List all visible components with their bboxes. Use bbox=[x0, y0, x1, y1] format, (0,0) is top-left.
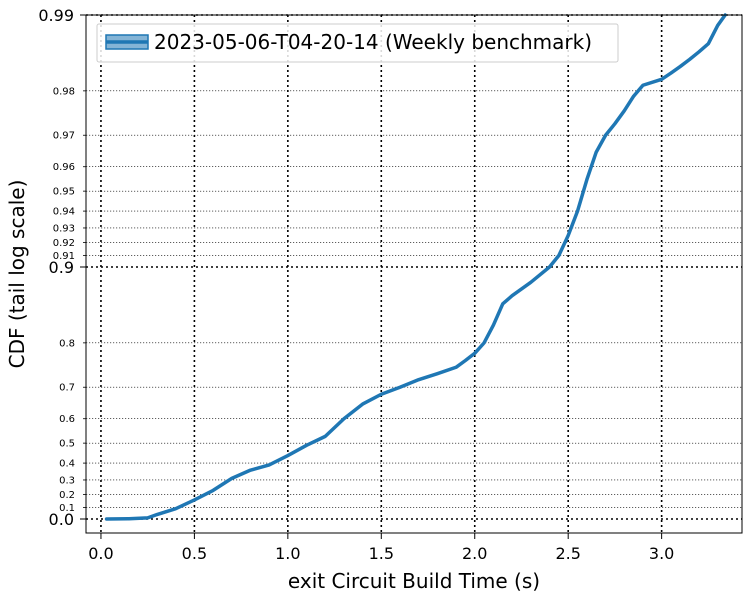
legend-label: 2023-05-06-T04-20-14 (Weekly benchmark) bbox=[154, 30, 592, 54]
x-tick-label: 0.5 bbox=[182, 544, 207, 563]
x-tick-label: 3.0 bbox=[649, 544, 674, 563]
y-major-tick-label: 0.99 bbox=[38, 6, 74, 25]
x-axis-label: exit Circuit Build Time (s) bbox=[288, 569, 540, 593]
grid bbox=[86, 14, 742, 533]
series-layer bbox=[104, 13, 727, 521]
y-axis-label: CDF (tail log scale) bbox=[5, 180, 29, 369]
y-minor-tick-label: 0.7 bbox=[59, 383, 75, 394]
x-tick-label: 1.0 bbox=[275, 544, 300, 563]
y-minor-tick-label: 0.97 bbox=[53, 131, 75, 142]
y-minor-tick-label: 0.96 bbox=[53, 162, 75, 173]
y-minor-tick-label: 0.92 bbox=[53, 238, 75, 249]
y-minor-tick-label: 0.95 bbox=[53, 187, 75, 198]
y-minor-tick-label: 0.3 bbox=[59, 475, 75, 486]
y-minor-tick-label: 0.2 bbox=[59, 490, 75, 501]
tick-marks bbox=[80, 14, 663, 539]
plot-area bbox=[86, 15, 742, 533]
y-major-tick-label: 0.9 bbox=[49, 258, 74, 277]
y-minor-tick-label: 0.91 bbox=[53, 251, 75, 262]
x-tick-labels: 0.0 0.5 1.0 1.5 2.0 2.5 3.0 bbox=[88, 544, 674, 563]
y-minor-tick-label: 0.93 bbox=[53, 223, 75, 234]
y-major-tick-label: 0.0 bbox=[49, 510, 74, 529]
x-tick-label: 2.0 bbox=[462, 544, 487, 563]
cdf-series-line bbox=[104, 13, 727, 521]
y-tick-labels: 0.1 0.2 0.3 0.4 0.5 0.6 0.7 0.8 0.91 0.92 0.93 0.94… bbox=[38, 6, 75, 529]
x-tick-label: 0.0 bbox=[88, 544, 113, 563]
y-minor-tick-label: 0.4 bbox=[59, 459, 75, 470]
y-minor-tick-label: 0.1 bbox=[59, 503, 75, 514]
y-minor-tick-label: 0.5 bbox=[59, 439, 75, 450]
legend-box bbox=[96, 23, 619, 63]
y-minor-tick-label: 0.8 bbox=[59, 338, 75, 349]
x-tick-label: 1.5 bbox=[369, 544, 394, 563]
y-minor-tick-label: 0.94 bbox=[53, 207, 75, 218]
y-minor-tick-label: 0.6 bbox=[59, 414, 75, 425]
y-minor-tick-label: 0.98 bbox=[53, 86, 75, 97]
x-tick-label: 2.5 bbox=[555, 544, 580, 563]
plot-frame bbox=[85, 14, 743, 534]
legend: 2023-05-06-T04-20-14 (Weekly benchmark) bbox=[96, 23, 619, 63]
